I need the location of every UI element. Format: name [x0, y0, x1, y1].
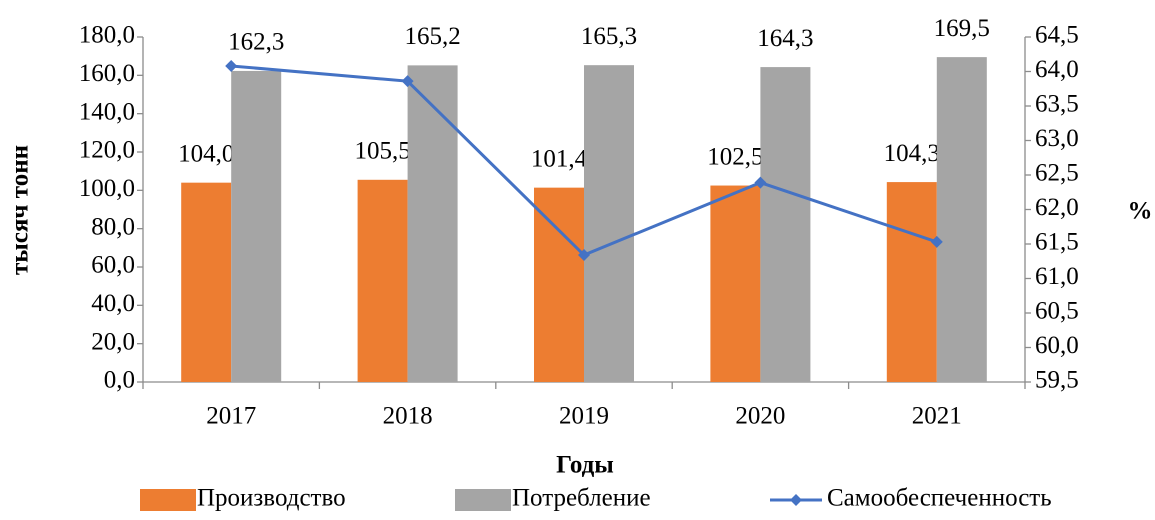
- data-label: 164,3: [757, 25, 813, 52]
- y2-tick-label: 64,0: [1035, 56, 1079, 83]
- data-label: 104,3: [884, 140, 940, 167]
- y-tick-label: 140,0: [79, 98, 135, 125]
- y-tick-label: 40,0: [91, 290, 135, 317]
- legend-swatch: [140, 489, 196, 511]
- x-tick-label: 2018: [383, 403, 433, 430]
- y2-tick-label: 59,5: [1035, 367, 1079, 394]
- x-tick-label: 2021: [912, 403, 962, 430]
- y-axis-title: тысяч тонн: [7, 145, 34, 275]
- y2-tick-label: 63,0: [1035, 125, 1079, 152]
- y2-tick-label: 63,5: [1035, 91, 1079, 118]
- marker: [578, 249, 590, 262]
- data-label: 165,3: [581, 23, 637, 50]
- y2-tick-label: 60,0: [1035, 332, 1079, 359]
- legend-marker: [790, 494, 802, 506]
- y2-tick-label: 64,5: [1035, 22, 1079, 49]
- data-label: 101,4: [531, 145, 588, 172]
- y-tick-label: 0,0: [104, 367, 135, 394]
- bar: [584, 65, 634, 383]
- data-label: 105,5: [354, 138, 410, 165]
- y2-tick-label: 62,5: [1035, 160, 1079, 187]
- y-tick-label: 180,0: [79, 22, 135, 49]
- bar: [181, 182, 232, 382]
- data-label: 162,3: [228, 29, 284, 56]
- data-label: 102,5: [707, 143, 763, 170]
- y-tick-label: 100,0: [79, 175, 135, 202]
- marker: [401, 75, 414, 88]
- y-tick-label: 80,0: [91, 213, 135, 240]
- x-tick-label: 2020: [735, 403, 785, 430]
- bar: [357, 179, 408, 382]
- bar: [936, 57, 987, 382]
- bar: [760, 67, 811, 382]
- legend-label: Производство: [197, 485, 346, 512]
- x-tick-label: 2019: [559, 403, 609, 430]
- legend-label: Самообеспеченность: [827, 485, 1052, 512]
- marker: [754, 176, 767, 189]
- y2-tick-label: 61,5: [1035, 229, 1079, 256]
- marker: [225, 59, 238, 72]
- y2-tick-label: 60,5: [1035, 298, 1079, 325]
- y-tick-label: 160,0: [79, 60, 135, 87]
- y2-axis-title: %: [1128, 198, 1153, 225]
- bar: [534, 187, 584, 382]
- y2-tick-label: 62,0: [1035, 194, 1079, 221]
- y-tick-label: 120,0: [79, 137, 135, 164]
- bar: [407, 65, 458, 382]
- y-tick-label: 60,0: [91, 252, 135, 279]
- x-axis-title: Годы: [556, 452, 614, 479]
- data-label: 165,2: [404, 23, 460, 50]
- data-label: 104,0: [178, 140, 234, 167]
- data-label: 169,5: [934, 15, 990, 42]
- legend-swatch: [455, 489, 511, 511]
- y-tick-label: 20,0: [91, 328, 135, 355]
- marker: [930, 235, 943, 248]
- legend-label: Потребление: [512, 485, 651, 512]
- bar: [886, 182, 937, 382]
- bar: [710, 185, 761, 382]
- y2-tick-label: 61,0: [1035, 263, 1079, 290]
- bar: [231, 70, 282, 383]
- x-tick-label: 2017: [206, 403, 256, 430]
